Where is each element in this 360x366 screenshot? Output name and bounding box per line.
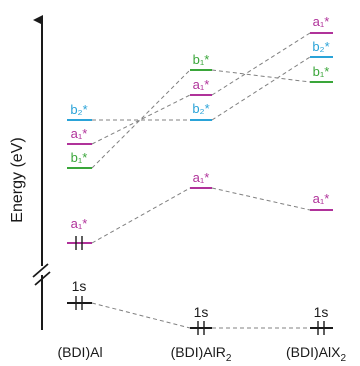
column-label-bdi-alx2: (BDI)AlX2	[286, 344, 346, 364]
level-label-core-1s: 1s	[194, 304, 209, 320]
connector-1s-al-alr2	[91, 302, 191, 329]
connector-lines	[91, 32, 311, 329]
connector-a1-lower-al-alr2	[91, 187, 191, 244]
column-label-bdi-alr2: (BDI)AlR2	[171, 344, 232, 364]
connector-a1-alr2-alx2	[211, 32, 311, 96]
level-label-b1-star: b₁*	[71, 150, 88, 165]
level-label-a1-star-lower: a₁*	[313, 191, 330, 206]
connector-a1-lower-alr2-alx2	[211, 187, 311, 211]
axis-break-mark	[32, 263, 49, 278]
column-bdi-al: b₂* a₁* b₁* a₁* 1s (BDI)Al	[57, 102, 102, 360]
level-label-a1-star-lower: a₁*	[193, 170, 210, 185]
level-label-core-1s: 1s	[72, 278, 87, 294]
axis-break-mark	[34, 271, 51, 286]
axis-break-gap	[36, 266, 48, 275]
level-label-b1-star: b₁*	[313, 64, 330, 79]
level-label-core-1s: 1s	[314, 304, 329, 320]
level-label-a1-star-lower: a₁*	[71, 216, 88, 231]
level-label-a1-star-upper: a₁*	[313, 14, 330, 29]
connector-a1-al-alr2	[91, 94, 191, 145]
level-label-b2-star: b₂*	[70, 102, 87, 117]
level-label-b2-star: b₂*	[312, 39, 329, 54]
level-label-a1-star-upper: a₁*	[193, 77, 210, 92]
energy-axis-label: Energy (eV)	[9, 137, 26, 222]
column-bdi-alx2: a₁* b₂* b₁* a₁* 1s (BDI)AlX2	[286, 14, 346, 364]
column-bdi-alr2: b₁* a₁* b₂* a₁* 1s (BDI)AlR2	[171, 52, 232, 364]
level-label-b2-star: b₂*	[192, 101, 209, 116]
level-label-a1-star-upper: a₁*	[71, 126, 88, 141]
connector-b2-alr2-alx2	[211, 56, 311, 121]
level-label-b1-star: b₁*	[193, 52, 210, 67]
connector-b1-al-alr2	[91, 69, 191, 169]
column-label-bdi-al: (BDI)Al	[57, 344, 102, 360]
connector-b1-alr2-alx2	[211, 69, 311, 83]
